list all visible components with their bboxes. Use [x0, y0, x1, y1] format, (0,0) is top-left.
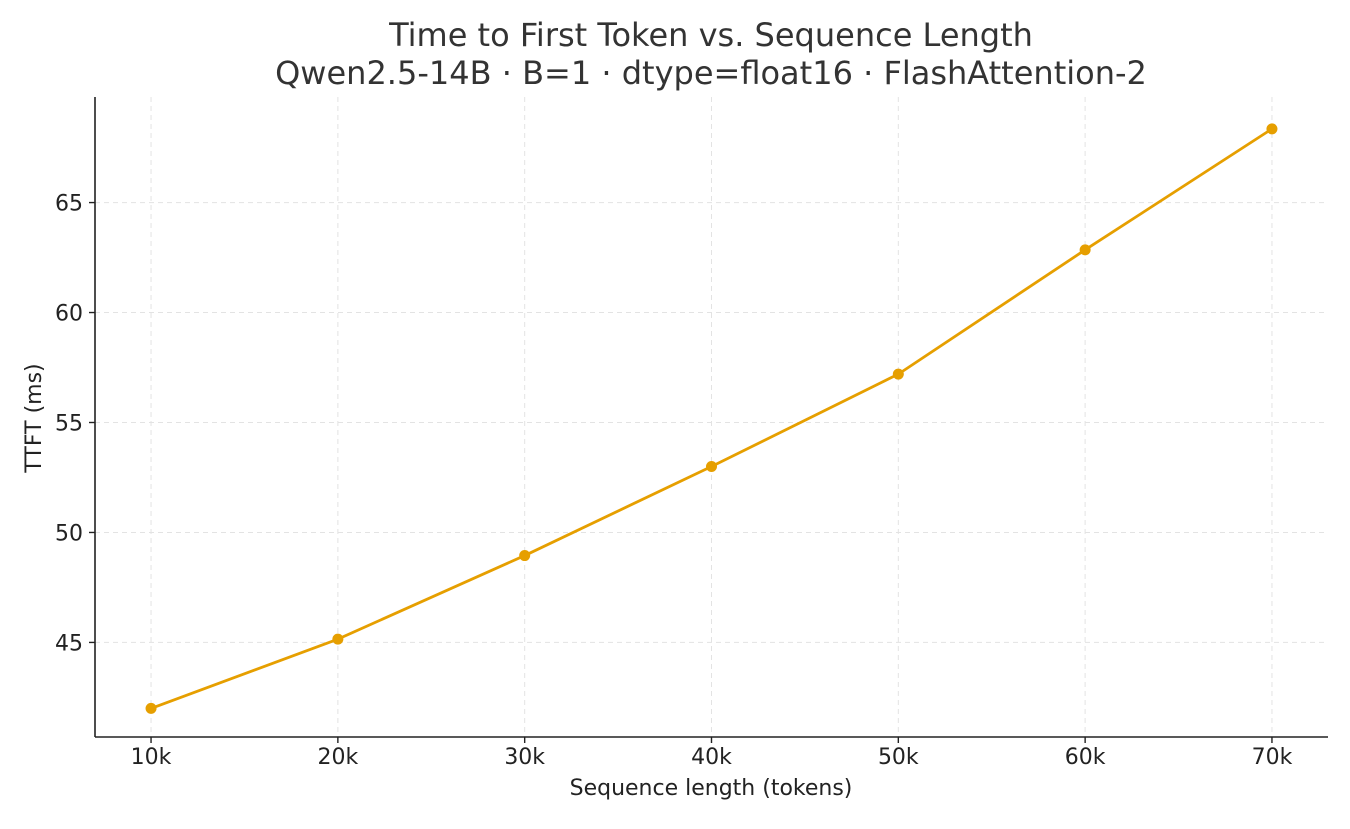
series-layer — [145, 123, 1278, 714]
x-tick-label: 30k — [504, 745, 545, 770]
y-axis-label: TTFT (ms) — [22, 363, 47, 473]
x-tick-label: 50k — [878, 745, 919, 770]
x-axis-label: Sequence length (tokens) — [570, 776, 853, 801]
data-point — [519, 550, 531, 562]
x-tick-label: 60k — [1065, 745, 1106, 770]
data-point — [145, 702, 157, 714]
y-tick-label: 50 — [55, 521, 83, 546]
y-tick-label: 60 — [55, 302, 83, 327]
chart-title: Time to First Token vs. Sequence Length — [388, 16, 1033, 54]
tick-labels: 10k 20k 30k 40k 50k 60k 70k 45 50 55 60 65 — [55, 192, 1293, 770]
y-tick-label: 65 — [55, 192, 83, 217]
y-tick-label: 55 — [55, 411, 83, 436]
x-tick-label: 70k — [1252, 745, 1293, 770]
data-point — [1079, 244, 1091, 256]
x-tick-label: 10k — [131, 745, 172, 770]
data-point — [1266, 123, 1278, 135]
data-point — [706, 460, 717, 472]
x-tick-label: 20k — [317, 745, 358, 770]
y-tick-label: 45 — [55, 631, 83, 656]
chart-subtitle: Qwen2.5-14B · B=1 · dtype=float16 · Flas… — [275, 54, 1147, 92]
data-point — [892, 368, 904, 380]
data-point — [332, 633, 344, 645]
x-tick-label: 40k — [691, 745, 732, 770]
grid-lines — [95, 97, 1328, 737]
